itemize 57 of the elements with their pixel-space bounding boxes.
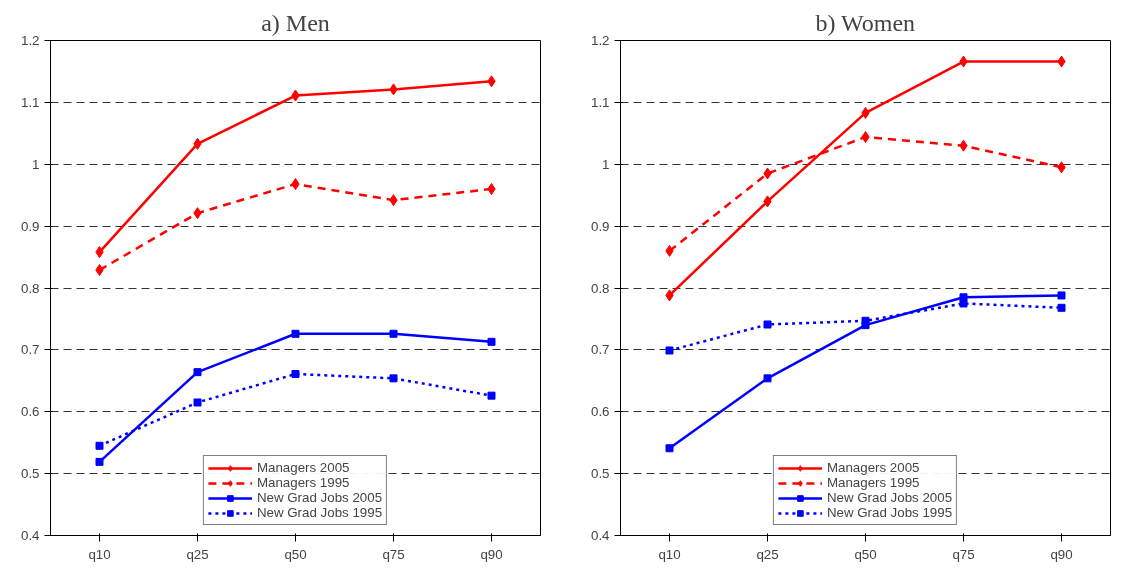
y-tick-label: 0.4: [590, 528, 611, 543]
legend-label: New Grad Jobs 1995: [256, 505, 383, 520]
y-tick-label: 1.1: [590, 94, 610, 110]
y-tick-label: 1: [602, 156, 610, 172]
point: [291, 329, 300, 338]
x-tick-label: q50: [284, 546, 307, 562]
x-tick-label: q75: [382, 546, 405, 562]
point: [1057, 291, 1066, 300]
legend-label: Managers 2005: [826, 460, 920, 475]
x-tick-label: q50: [854, 546, 877, 562]
y-tick-label: 1.2: [590, 33, 610, 48]
y-tick-label: 1: [32, 156, 40, 172]
legend-label: Managers 2005: [256, 460, 350, 475]
y-tick-label: 0.9: [20, 218, 40, 234]
legend-label: Managers 1995: [826, 475, 920, 490]
y-tick-label: 0.6: [590, 404, 610, 420]
point: [959, 293, 968, 302]
point: [487, 337, 496, 346]
x-tick-label: q25: [186, 546, 209, 562]
point: [193, 368, 202, 377]
point: [95, 441, 104, 450]
point: [763, 320, 772, 329]
y-tick-label: 0.8: [20, 280, 40, 296]
legend-label: New Grad Jobs 1995: [826, 505, 953, 520]
legend-label: New Grad Jobs 2005: [256, 490, 383, 505]
x-tick-label: q25: [756, 546, 779, 562]
y-tick-label: 0.4: [20, 528, 41, 543]
y-tick-label: 0.5: [20, 466, 40, 482]
y-tick-label: 0.7: [590, 342, 610, 358]
point: [665, 444, 674, 453]
chart-title: a) Men: [261, 9, 330, 36]
point: [665, 346, 674, 355]
point: [389, 374, 398, 383]
point: [487, 391, 496, 400]
x-tick-label: q90: [480, 546, 503, 562]
x-tick-label: q10: [88, 546, 111, 562]
y-tick-label: 0.7: [20, 342, 40, 358]
y-tick-label: 0.9: [590, 218, 610, 234]
point: [291, 370, 300, 379]
legend-label: New Grad Jobs 2005: [826, 490, 953, 505]
chart-title: b) Women: [815, 9, 916, 36]
y-tick-label: 0.5: [590, 466, 610, 482]
point: [861, 321, 870, 330]
x-tick-label: q75: [952, 546, 975, 562]
point: [389, 329, 398, 338]
y-tick-label: 1.1: [20, 94, 40, 110]
legend-label: Managers 1995: [256, 475, 350, 490]
point: [193, 398, 202, 407]
x-tick-label: q90: [1050, 546, 1073, 562]
point: [763, 374, 772, 383]
point: [95, 457, 104, 466]
y-tick-label: 0.6: [20, 404, 40, 420]
x-tick-label: q10: [658, 546, 681, 562]
y-tick-label: 1.2: [20, 33, 40, 48]
point: [487, 183, 496, 195]
point: [1057, 303, 1066, 312]
y-tick-label: 0.8: [590, 280, 610, 296]
